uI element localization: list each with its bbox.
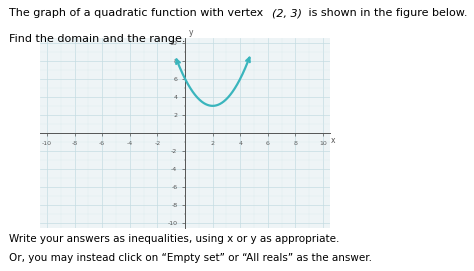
Text: is shown in the figure below.: is shown in the figure below. (305, 8, 467, 18)
Text: The graph of a quadratic function with vertex: The graph of a quadratic function with v… (9, 8, 267, 18)
Text: Write your answers as inequalities, using x or y as appropriate.: Write your answers as inequalities, usin… (9, 234, 340, 244)
Text: Find the domain and the range.: Find the domain and the range. (9, 34, 186, 44)
Text: Or, you may instead click on “Empty set” or “All reals” as the answer.: Or, you may instead click on “Empty set”… (9, 253, 373, 263)
Text: (2, 3): (2, 3) (272, 8, 302, 18)
Text: x: x (331, 136, 335, 145)
Text: y: y (189, 28, 193, 37)
